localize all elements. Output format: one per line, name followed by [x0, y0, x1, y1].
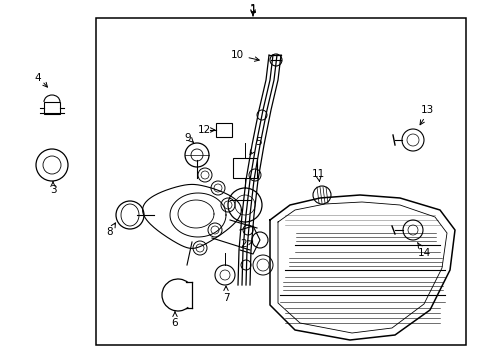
Text: 3: 3 [50, 182, 56, 195]
Text: 1: 1 [249, 4, 256, 14]
Text: 8: 8 [106, 223, 115, 237]
Bar [96, 18, 465, 345]
Text: 1: 1 [249, 5, 256, 15]
Text: 11: 11 [311, 169, 324, 179]
Text: 12: 12 [197, 125, 214, 135]
Text: 7: 7 [222, 286, 229, 303]
Text: 14: 14 [417, 243, 430, 258]
Text: 5: 5 [249, 137, 261, 155]
Text: 10: 10 [230, 50, 259, 61]
Text: 4: 4 [35, 73, 41, 83]
Text: 9: 9 [184, 133, 191, 143]
Text: 13: 13 [420, 105, 433, 115]
Text: 6: 6 [171, 312, 178, 328]
Text: 2: 2 [240, 239, 252, 249]
Bar [232, 158, 257, 178]
Bar [44, 102, 60, 114]
Bar [216, 123, 231, 137]
